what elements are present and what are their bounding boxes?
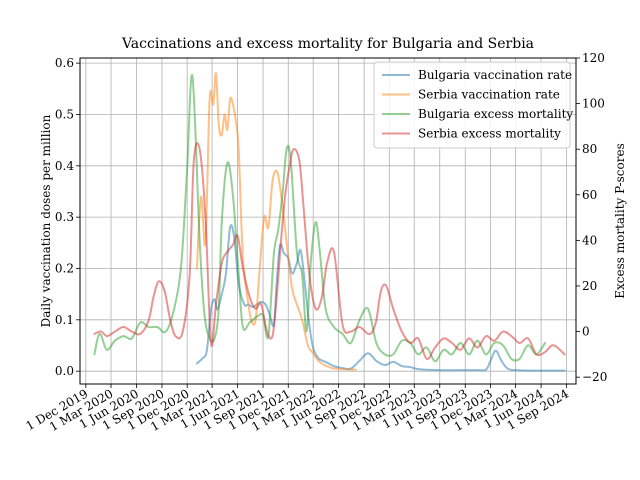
- y-axis-label-right: Excess mortality P-scores: [613, 143, 627, 298]
- y-tick-label-right: 20: [582, 279, 597, 293]
- grid: [80, 58, 576, 384]
- y-tick-label-right: 80: [582, 142, 597, 156]
- y-tick-label-right: −20: [582, 370, 607, 384]
- y-axis-right: −20 0 20 40 60 80 100 120: [576, 51, 607, 384]
- y-tick-label-left: 0.5: [55, 107, 74, 121]
- legend-label: Bulgaria vaccination rate: [418, 68, 572, 82]
- series-line-4: [93, 142, 566, 361]
- series-line-2: [195, 72, 357, 371]
- y-tick-label-right: 40: [582, 233, 597, 247]
- y-tick-label-right: 0: [582, 325, 590, 339]
- series-lines: [93, 72, 566, 372]
- y-tick-label-left: 0.4: [55, 159, 74, 173]
- legend: Bulgaria vaccination rate Serbia vaccinat…: [373, 61, 573, 149]
- legend-box: [373, 61, 571, 149]
- legend-label: Bulgaria excess mortality: [418, 107, 573, 121]
- legend-label: Serbia vaccination rate: [418, 88, 560, 102]
- y-tick-label-left: 0.6: [55, 56, 74, 70]
- y-tick-label-left: 0.2: [55, 261, 74, 275]
- chart-title: Vaccinations and excess mortality for Bu…: [121, 36, 534, 52]
- y-tick-label-right: 100: [582, 97, 605, 111]
- y-tick-label-left: 0.3: [55, 210, 74, 224]
- y-tick-label-right: 60: [582, 188, 597, 202]
- plot-frame: [79, 57, 577, 385]
- legend-label: Serbia excess mortality: [418, 127, 561, 141]
- series-line-1: [195, 224, 566, 372]
- y-tick-label-left: 0.0: [55, 364, 74, 378]
- y-axis-left: 0.0 0.1 0.2 0.3 0.4 0.5 0.6: [55, 56, 80, 378]
- y-axis-label-left: Daily vaccination doses per million: [39, 114, 53, 327]
- y-tick-label-right: 120: [582, 51, 605, 65]
- y-tick-label-left: 0.1: [55, 313, 74, 327]
